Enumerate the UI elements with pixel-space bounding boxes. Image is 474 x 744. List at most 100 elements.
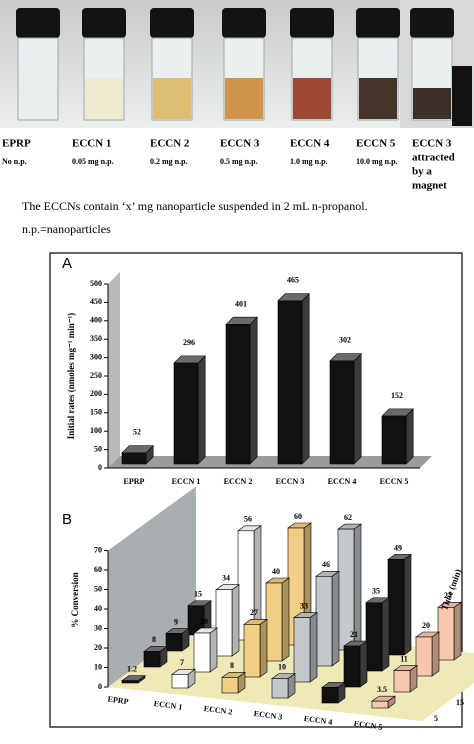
y-tick-label: 20 (94, 643, 102, 652)
value-label: 40 (272, 567, 280, 576)
vial-liquid (225, 78, 263, 119)
note: n.p.=nanoparticles (22, 222, 111, 236)
bar (121, 675, 146, 684)
y-tick-label: 150 (90, 408, 102, 417)
bar-side (259, 618, 268, 678)
chart-a: A Initial rates (nmoles mg⁻¹ min⁻¹) 0 50 100… (62, 255, 432, 486)
sample-amount: No n.p. (2, 157, 27, 166)
value-label: 15 (194, 590, 202, 599)
sample-name: ECCN 4 (290, 138, 330, 150)
y-tick-label: 0 (98, 463, 102, 472)
bar (343, 640, 368, 688)
sample-name: ECCN 2 (150, 138, 190, 150)
bar-front (243, 624, 261, 678)
bar (187, 600, 212, 636)
y-tick-label: 50 (94, 444, 102, 453)
bar (243, 618, 268, 678)
bar (415, 631, 440, 677)
panel-label: B (62, 511, 72, 528)
x-tick-label: ECCN 4 (303, 714, 333, 727)
bar (381, 408, 414, 465)
bar-front (221, 677, 239, 694)
y-axis-label: Initial rates (nmoles mg⁻¹ min⁻¹) (66, 313, 76, 439)
value-label: 11 (400, 654, 408, 663)
bar-side (309, 612, 318, 683)
bar-side (405, 408, 414, 465)
chart-b: B 0 10 20 30 40 50 60 70 % Conversion 15 56 60 62 49 27… (62, 486, 474, 732)
chart-frame (49, 252, 463, 728)
bar (173, 355, 206, 465)
bar-front (193, 632, 211, 673)
bar (321, 681, 346, 704)
value-label: 8 (230, 661, 234, 670)
bar-side (359, 640, 368, 688)
bar (143, 645, 168, 668)
y-tick-label: 50 (94, 584, 102, 593)
vial-liquid (413, 88, 451, 119)
y-tick-label: 300 (90, 352, 102, 361)
bar-front (293, 617, 311, 683)
sample-name: ECCN 1 (72, 138, 111, 150)
x-tick-label: ECCN 3 (253, 709, 283, 722)
x-tick-label: EPRP (124, 477, 145, 486)
value-label: 52 (133, 428, 141, 437)
bar (121, 444, 154, 465)
sample-amount: 1.0 mg n.p. (290, 157, 328, 166)
x-tick-label: ECCN 5 (353, 719, 383, 732)
value-label: 401 (235, 299, 247, 308)
y-tick-label: 30 (94, 623, 102, 632)
y-tick-label: 450 (90, 297, 102, 306)
bar-front (437, 607, 455, 661)
magnet-label: ECCN 3 (412, 138, 452, 150)
bar (193, 627, 218, 673)
value-label: 34 (222, 574, 230, 583)
y-tick-label: 350 (90, 334, 102, 343)
value-label: 62 (344, 513, 352, 522)
bar-side (249, 316, 258, 465)
sample-name: ECCN 3 (220, 138, 260, 150)
vial-cap (356, 8, 400, 38)
bar (221, 671, 246, 694)
sample-amount: 0.2 mg n.p. (150, 157, 188, 166)
x-tick-label: ECCN 1 (172, 477, 201, 486)
y-axis-label: % Conversion (70, 572, 80, 627)
vial-cap (16, 8, 60, 38)
value-label: 7 (180, 658, 184, 667)
bar-front (371, 700, 389, 709)
bar (215, 584, 240, 657)
bar (387, 553, 412, 656)
x-tick-label: ECCN 2 (203, 704, 233, 717)
vial-cap (222, 8, 266, 38)
bar (437, 601, 462, 661)
magnet (452, 66, 472, 126)
y-tick-label: 400 (90, 316, 102, 325)
bar-front (277, 300, 303, 465)
bar-front (315, 575, 333, 667)
bar (293, 612, 318, 683)
value-label: 20 (422, 621, 430, 630)
bar-front (415, 636, 433, 677)
bar (271, 672, 296, 699)
bar (329, 352, 362, 465)
value-label: 46 (322, 560, 330, 569)
value-label: 35 (372, 587, 380, 596)
vial-cap (290, 8, 334, 38)
bar (337, 523, 362, 651)
y-tick-label: 500 (90, 279, 102, 288)
bar-front (143, 651, 161, 668)
bar (165, 627, 190, 652)
x-tick-label: ECCN 2 (224, 477, 253, 486)
x-tick-label: ECCN 1 (153, 699, 183, 712)
bar-front (329, 360, 355, 465)
bar-front (271, 678, 289, 699)
caption: The ECCNs contain ‘x’ mg nanoparticle su… (22, 199, 368, 213)
magnet-label: by a (412, 166, 432, 178)
y-tick-label: 40 (94, 604, 102, 613)
depth-tick-label: 5 (434, 714, 438, 723)
value-label: 1.2 (127, 664, 137, 673)
vial-cap (150, 8, 194, 38)
bar-front (365, 602, 383, 672)
value-label: 3.5 (377, 685, 387, 694)
bar-side (231, 584, 240, 657)
value-label: 20 (200, 617, 208, 626)
